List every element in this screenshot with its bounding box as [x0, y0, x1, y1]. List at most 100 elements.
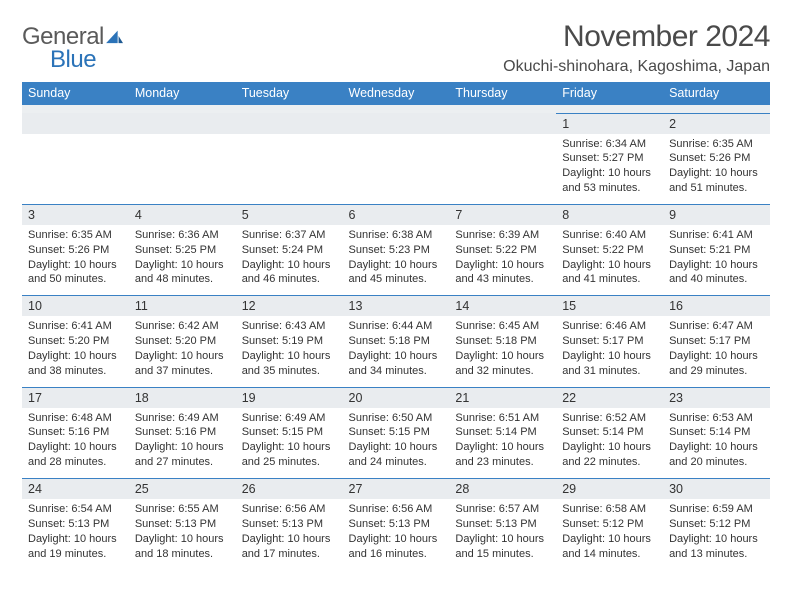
sunset-text: Sunset: 5:15 PM	[349, 425, 444, 440]
sunset-text: Sunset: 5:22 PM	[455, 243, 550, 258]
day-detail-cell: Sunrise: 6:34 AMSunset: 5:27 PMDaylight:…	[556, 134, 663, 205]
day1-text: Daylight: 10 hours	[669, 440, 764, 455]
day-detail-cell: Sunrise: 6:56 AMSunset: 5:13 PMDaylight:…	[236, 499, 343, 569]
day2-text: and 35 minutes.	[242, 364, 337, 379]
weekday-sunday: Sunday	[22, 82, 129, 105]
day-number-cell: 11	[129, 296, 236, 317]
day-number-cell: 28	[449, 479, 556, 500]
day-number-cell	[449, 113, 556, 134]
day-detail-cell: Sunrise: 6:41 AMSunset: 5:20 PMDaylight:…	[22, 316, 129, 387]
title-block: November 2024 Okuchi-shinohara, Kagoshim…	[503, 20, 770, 76]
day1-text: Daylight: 10 hours	[349, 349, 444, 364]
day-number: 8	[562, 208, 569, 222]
day1-text: Daylight: 10 hours	[669, 532, 764, 547]
sunset-text: Sunset: 5:21 PM	[669, 243, 764, 258]
day-number: 13	[349, 299, 363, 313]
day-number-cell: 14	[449, 296, 556, 317]
sunrise-text: Sunrise: 6:56 AM	[349, 502, 444, 517]
sunset-text: Sunset: 5:14 PM	[669, 425, 764, 440]
sunset-text: Sunset: 5:16 PM	[135, 425, 230, 440]
day-detail-cell: Sunrise: 6:38 AMSunset: 5:23 PMDaylight:…	[343, 225, 450, 296]
day-number-cell: 30	[663, 479, 770, 500]
day-number: 26	[242, 482, 256, 496]
day-detail-cell: Sunrise: 6:49 AMSunset: 5:15 PMDaylight:…	[236, 408, 343, 479]
day-number: 18	[135, 391, 149, 405]
day2-text: and 29 minutes.	[669, 364, 764, 379]
sunrise-text: Sunrise: 6:58 AM	[562, 502, 657, 517]
sunrise-text: Sunrise: 6:36 AM	[135, 228, 230, 243]
day1-text: Daylight: 10 hours	[455, 440, 550, 455]
day1-text: Daylight: 10 hours	[562, 258, 657, 273]
sunrise-text: Sunrise: 6:54 AM	[28, 502, 123, 517]
sunset-text: Sunset: 5:15 PM	[242, 425, 337, 440]
day2-text: and 27 minutes.	[135, 455, 230, 470]
day2-text: and 17 minutes.	[242, 547, 337, 562]
week-5-numrow: 24252627282930	[22, 479, 770, 500]
sunset-text: Sunset: 5:13 PM	[28, 517, 123, 532]
day-number-cell: 4	[129, 204, 236, 225]
day-detail-cell: Sunrise: 6:57 AMSunset: 5:13 PMDaylight:…	[449, 499, 556, 569]
day1-text: Daylight: 10 hours	[562, 349, 657, 364]
day-number-cell: 26	[236, 479, 343, 500]
day-number: 6	[349, 208, 356, 222]
calendar-page: GeneralBlue November 2024 Okuchi-shinoha…	[0, 0, 792, 569]
day-number: 23	[669, 391, 683, 405]
day-number: 12	[242, 299, 256, 313]
sunrise-text: Sunrise: 6:45 AM	[455, 319, 550, 334]
day-number: 22	[562, 391, 576, 405]
day1-text: Daylight: 10 hours	[349, 440, 444, 455]
day-detail-cell: Sunrise: 6:50 AMSunset: 5:15 PMDaylight:…	[343, 408, 450, 479]
day-number-cell: 17	[22, 387, 129, 408]
day-number-cell: 18	[129, 387, 236, 408]
weekday-monday: Monday	[129, 82, 236, 105]
day-number-cell: 5	[236, 204, 343, 225]
day2-text: and 32 minutes.	[455, 364, 550, 379]
brand-logo: GeneralBlue	[22, 20, 126, 72]
day-number: 21	[455, 391, 469, 405]
day1-text: Daylight: 10 hours	[242, 349, 337, 364]
day-number: 10	[28, 299, 42, 313]
day-number: 27	[349, 482, 363, 496]
day-number-cell: 19	[236, 387, 343, 408]
sunset-text: Sunset: 5:17 PM	[669, 334, 764, 349]
day-number: 2	[669, 117, 676, 131]
day-detail-cell: Sunrise: 6:37 AMSunset: 5:24 PMDaylight:…	[236, 225, 343, 296]
day-number-cell: 6	[343, 204, 450, 225]
day-number-cell	[129, 113, 236, 134]
day-number-cell	[343, 113, 450, 134]
day-detail-cell: Sunrise: 6:48 AMSunset: 5:16 PMDaylight:…	[22, 408, 129, 479]
brand-part2: Blue	[50, 46, 96, 73]
sunrise-text: Sunrise: 6:43 AM	[242, 319, 337, 334]
day2-text: and 14 minutes.	[562, 547, 657, 562]
day-number: 9	[669, 208, 676, 222]
day1-text: Daylight: 10 hours	[28, 349, 123, 364]
day-number-cell: 7	[449, 204, 556, 225]
sunrise-text: Sunrise: 6:41 AM	[28, 319, 123, 334]
day1-text: Daylight: 10 hours	[242, 440, 337, 455]
weekday-tuesday: Tuesday	[236, 82, 343, 105]
sunset-text: Sunset: 5:26 PM	[669, 151, 764, 166]
day1-text: Daylight: 10 hours	[455, 349, 550, 364]
day-detail-cell: Sunrise: 6:58 AMSunset: 5:12 PMDaylight:…	[556, 499, 663, 569]
day2-text: and 19 minutes.	[28, 547, 123, 562]
day2-text: and 34 minutes.	[349, 364, 444, 379]
week-4-detailrow: Sunrise: 6:48 AMSunset: 5:16 PMDaylight:…	[22, 408, 770, 479]
day-number-cell: 1	[556, 113, 663, 134]
day-number: 1	[562, 117, 569, 131]
day-detail-cell: Sunrise: 6:49 AMSunset: 5:16 PMDaylight:…	[129, 408, 236, 479]
sunset-text: Sunset: 5:13 PM	[242, 517, 337, 532]
day-number-cell: 27	[343, 479, 450, 500]
day2-text: and 40 minutes.	[669, 272, 764, 287]
sunrise-text: Sunrise: 6:55 AM	[135, 502, 230, 517]
day1-text: Daylight: 10 hours	[28, 532, 123, 547]
sunrise-text: Sunrise: 6:34 AM	[562, 137, 657, 152]
sunset-text: Sunset: 5:24 PM	[242, 243, 337, 258]
day-number-cell: 10	[22, 296, 129, 317]
day2-text: and 13 minutes.	[669, 547, 764, 562]
sunrise-text: Sunrise: 6:42 AM	[135, 319, 230, 334]
day1-text: Daylight: 10 hours	[349, 532, 444, 547]
day1-text: Daylight: 10 hours	[135, 532, 230, 547]
day1-text: Daylight: 10 hours	[562, 532, 657, 547]
day-number: 29	[562, 482, 576, 496]
day-detail-cell	[22, 134, 129, 205]
